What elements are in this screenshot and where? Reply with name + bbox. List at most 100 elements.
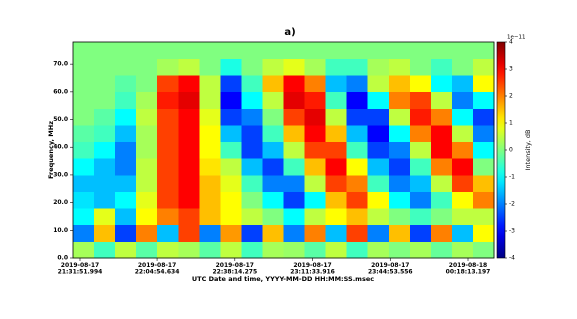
heatmap-cell	[325, 125, 348, 143]
heatmap-cell	[325, 141, 348, 159]
colorbar-tick-label: 2	[509, 93, 513, 100]
heatmap-cell	[94, 58, 116, 76]
heatmap-cell	[136, 208, 158, 226]
heatmap-cell	[346, 158, 369, 176]
heatmap-cell	[283, 125, 305, 143]
heatmap-cell	[73, 158, 95, 176]
heatmap-cell	[262, 58, 284, 76]
heatmap-cell	[115, 174, 137, 192]
heatmap-cell	[304, 58, 326, 76]
heatmap-cell	[283, 241, 305, 259]
heatmap-cell	[94, 141, 116, 159]
y-axis-label: Frequency, MHz	[47, 121, 55, 179]
heatmap-cell	[304, 191, 326, 209]
heatmap-cell	[115, 58, 137, 76]
heatmap-cell	[199, 42, 221, 60]
heatmap-cell	[199, 191, 221, 209]
heatmap-cell	[304, 241, 326, 259]
heatmap-cell	[199, 141, 221, 159]
heatmap-cell	[388, 174, 411, 192]
heatmap-cell	[220, 125, 242, 143]
heatmap-cell	[304, 108, 326, 126]
heatmap-cell	[262, 241, 284, 259]
colorbar-tick-label: 1	[509, 120, 513, 127]
heatmap-cell	[241, 108, 263, 126]
heatmap-cell	[136, 191, 158, 209]
heatmap-cell	[430, 191, 453, 209]
heatmap-cell	[157, 91, 179, 109]
y-tick-label: 50.0	[53, 116, 68, 123]
heatmap-cell	[346, 108, 369, 126]
heatmap-cell	[283, 191, 305, 209]
heatmap-cell	[325, 224, 348, 242]
heatmap-cell	[388, 141, 411, 159]
heatmap-cell	[94, 158, 116, 176]
heatmap-cell	[241, 174, 263, 192]
heatmap-cell	[241, 58, 263, 76]
heatmap-cell	[409, 125, 432, 143]
heatmap-cell	[220, 141, 242, 159]
heatmap-cell	[304, 224, 326, 242]
heatmap-cell	[178, 42, 200, 60]
heatmap-cell	[73, 108, 95, 126]
heatmap-cell	[325, 108, 348, 126]
heatmap-cell	[262, 141, 284, 159]
heatmap-cell	[409, 141, 432, 159]
heatmap-cell	[409, 42, 432, 60]
heatmap-cell	[115, 42, 137, 60]
heatmap-cell	[430, 224, 453, 242]
heatmap-cell	[199, 224, 221, 242]
heatmap-cell	[73, 125, 95, 143]
heatmap-cell	[241, 42, 263, 60]
heatmap-cell	[388, 191, 411, 209]
heatmap-cell	[178, 224, 200, 242]
heatmap-cell	[94, 224, 116, 242]
heatmap-cell	[283, 158, 305, 176]
heatmap-cell	[241, 75, 263, 93]
heatmap-cell	[367, 42, 390, 60]
heatmap-cell	[115, 224, 137, 242]
heatmap-cell	[325, 191, 348, 209]
heatmap-cell	[430, 208, 453, 226]
heatmap-cell	[388, 158, 411, 176]
heatmap-cell	[451, 174, 474, 192]
heatmap-cell	[388, 125, 411, 143]
heatmap-cell	[283, 141, 305, 159]
x-axis-label: UTC Date and time, YYYY-MM-DD HH:MM:SS.m…	[192, 275, 374, 283]
heatmap-cell	[73, 208, 95, 226]
heatmap-cell	[157, 224, 179, 242]
heatmap-cell	[409, 108, 432, 126]
heatmap-cell	[178, 141, 200, 159]
heatmap-cell	[241, 224, 263, 242]
heatmap-cell	[472, 125, 495, 143]
heatmap-cell	[262, 174, 284, 192]
heatmap-cell	[367, 91, 390, 109]
heatmap-cell	[94, 208, 116, 226]
heatmap-cell	[157, 174, 179, 192]
heatmap-cell	[409, 224, 432, 242]
heatmap-cell	[409, 58, 432, 76]
heatmap-cell	[451, 108, 474, 126]
heatmap-cell	[157, 75, 179, 93]
heatmap-cell	[115, 141, 137, 159]
heatmap-cell	[115, 91, 137, 109]
heatmap-cell	[262, 158, 284, 176]
heatmap-cell	[220, 158, 242, 176]
heatmap-cell	[94, 241, 116, 259]
heatmap-cell	[325, 58, 348, 76]
heatmap-cell	[451, 208, 474, 226]
heatmap-cell	[157, 158, 179, 176]
heatmap-cell	[409, 91, 432, 109]
heatmap-cell	[262, 191, 284, 209]
heatmap-cell	[178, 158, 200, 176]
heatmap-cell	[346, 91, 369, 109]
heatmap-cell	[430, 158, 453, 176]
heatmap-cell	[241, 141, 263, 159]
heatmap-cell	[472, 91, 495, 109]
heatmap-cell	[346, 141, 369, 159]
heatmap-cell	[94, 75, 116, 93]
heatmap-cell	[220, 75, 242, 93]
heatmap-cell	[472, 241, 495, 259]
y-tick-label: 60.0	[53, 88, 68, 95]
heatmap-cell	[94, 108, 116, 126]
